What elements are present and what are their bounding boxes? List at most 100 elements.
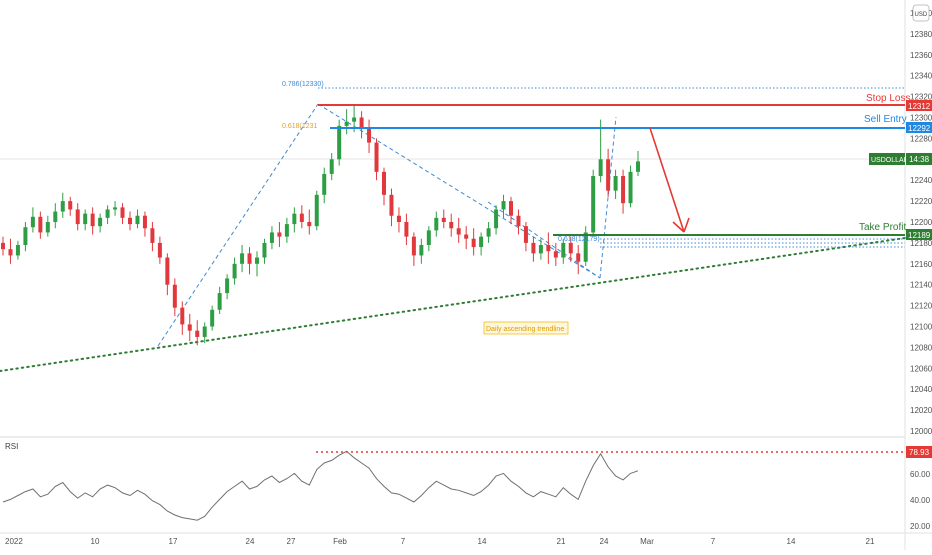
candle-body[interactable] (165, 257, 170, 285)
candle-body[interactable] (8, 249, 13, 256)
candle-body[interactable] (329, 159, 334, 174)
candle-body[interactable] (232, 263, 237, 279)
candle-body[interactable] (561, 242, 566, 258)
candle-body[interactable] (419, 244, 424, 256)
candle-body[interactable] (128, 217, 132, 225)
candle-body[interactable] (538, 244, 543, 254)
candle-body[interactable] (38, 216, 43, 233)
candle-body[interactable] (23, 227, 28, 245)
ascending-trendline[interactable] (0, 237, 906, 372)
candle-body[interactable] (628, 171, 633, 204)
candle-body[interactable] (367, 127, 372, 143)
candle-body[interactable] (180, 307, 185, 325)
rsi-line[interactable] (2, 450, 639, 521)
candle-body[interactable] (553, 251, 558, 258)
candle-body[interactable] (359, 117, 364, 128)
fib-leg-down[interactable] (317, 103, 601, 279)
candle-body[interactable] (240, 253, 245, 264)
candle-body[interactable] (501, 201, 506, 210)
candle-body[interactable] (68, 201, 73, 210)
candle-body[interactable] (269, 232, 274, 243)
candle-body[interactable] (53, 211, 58, 222)
candle-body[interactable] (337, 125, 342, 160)
candle-body[interactable] (113, 207, 118, 210)
candle-body[interactable] (583, 232, 588, 262)
trendline-note-box[interactable] (483, 321, 569, 335)
candle-body[interactable] (449, 222, 454, 229)
candle-body[interactable] (382, 171, 386, 195)
candle-body[interactable] (83, 213, 88, 225)
candle-body[interactable] (60, 201, 65, 212)
candle-body[interactable] (307, 222, 312, 227)
candle-body[interactable] (396, 215, 401, 222)
wedge-line[interactable] (487, 201, 601, 279)
candle-body[interactable] (150, 228, 155, 243)
candle-body[interactable] (247, 253, 252, 264)
candle-body[interactable] (314, 194, 319, 227)
candle-body[interactable] (225, 278, 230, 294)
candle-body[interactable] (404, 222, 409, 237)
candle-body[interactable] (30, 216, 35, 228)
candle-body[interactable] (471, 238, 476, 248)
candle-body[interactable] (636, 161, 640, 172)
candle-body[interactable] (479, 236, 484, 248)
candle-body[interactable] (441, 217, 446, 222)
candle-body[interactable] (434, 217, 439, 231)
candle-body[interactable] (374, 142, 379, 172)
candle-body[interactable] (172, 284, 177, 308)
candle-body[interactable] (546, 244, 551, 252)
candle-body[interactable] (195, 330, 200, 337)
candle-body[interactable] (613, 176, 618, 191)
price-axis[interactable]: 1240012380123601234012320123001228012260… (910, 9, 932, 436)
candle-body[interactable] (217, 293, 222, 310)
candle-body[interactable] (284, 224, 289, 237)
candle-body[interactable] (135, 215, 140, 225)
candle-body[interactable] (516, 215, 521, 227)
candle-body[interactable] (262, 242, 267, 258)
candle-body[interactable] (486, 228, 491, 237)
candle-body[interactable] (576, 253, 581, 262)
candle-body[interactable] (105, 209, 110, 218)
candle-body[interactable] (352, 117, 357, 122)
candle-body[interactable] (411, 236, 416, 256)
candle-body[interactable] (202, 326, 207, 337)
candle-body[interactable] (606, 159, 611, 191)
candle-body[interactable] (426, 230, 431, 245)
candle-body[interactable] (322, 173, 327, 195)
candle-body[interactable] (389, 194, 394, 216)
candle-body[interactable] (598, 159, 603, 177)
fib-leg-up[interactable] (157, 103, 319, 347)
currency-badge[interactable] (912, 4, 930, 22)
candle-body[interactable] (591, 176, 596, 233)
candle-body[interactable] (523, 226, 528, 243)
candle-body[interactable] (568, 242, 573, 254)
candle-body[interactable] (157, 242, 162, 258)
candle-body[interactable] (509, 201, 513, 216)
candlestick-series[interactable] (1, 104, 640, 346)
candle-body[interactable] (90, 213, 95, 227)
candle-body[interactable] (456, 228, 461, 235)
fib-leg-spike[interactable] (599, 116, 617, 279)
candle-body[interactable] (494, 209, 499, 229)
candle-body[interactable] (531, 242, 536, 254)
candle-body[interactable] (142, 215, 147, 229)
candle-body[interactable] (98, 217, 103, 227)
candle-body[interactable] (621, 176, 626, 204)
candle-body[interactable] (187, 324, 192, 331)
time-axis[interactable]: 2022 10 17 24 27 Feb 7 14 21 24 Mar 7 14 21 (5, 537, 875, 546)
candle-body[interactable] (210, 309, 215, 327)
candle-body[interactable] (255, 257, 259, 264)
candle-body[interactable] (464, 234, 469, 239)
candle-body[interactable] (75, 209, 80, 225)
candle-body[interactable] (292, 213, 297, 225)
candle-body[interactable] (299, 213, 304, 222)
candle-body[interactable] (344, 121, 349, 126)
projection-arrow[interactable] (649, 127, 690, 233)
candle-body[interactable] (120, 207, 125, 218)
candle-body[interactable] (277, 232, 282, 237)
candle-body[interactable] (15, 244, 20, 256)
candle-body[interactable] (1, 242, 5, 250)
candle-body[interactable] (45, 222, 50, 233)
